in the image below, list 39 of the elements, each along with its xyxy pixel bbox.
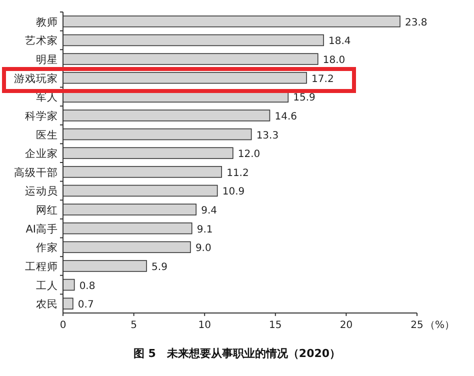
- y-tick-label: 艺术家: [25, 34, 58, 48]
- x-tick-label: 0: [60, 320, 66, 331]
- y-tick-label: 明星: [36, 54, 58, 66]
- data-label: 12.0: [238, 149, 260, 160]
- data-label: 14.6: [274, 111, 297, 122]
- x-tick-label: 15: [269, 320, 282, 331]
- x-tick-label: 25: [410, 320, 424, 331]
- data-label: 9.1: [196, 224, 213, 236]
- data-label: 15.9: [293, 92, 316, 104]
- y-tick-label: 医生: [36, 128, 58, 142]
- data-label: 17.2: [312, 74, 334, 85]
- data-label: 18.0: [322, 55, 346, 66]
- y-tick-label: 工程师: [25, 260, 58, 273]
- y-tick-label: 工人: [36, 280, 58, 292]
- data-label: 5.9: [152, 262, 168, 273]
- y-tick-label: 科学家: [25, 109, 58, 122]
- x-axis-title: （%）: [425, 320, 455, 331]
- x-tick-label: 20: [340, 320, 353, 331]
- data-label: 10.9: [222, 186, 245, 198]
- y-tick-label: AI高手: [26, 222, 58, 236]
- y-tick-label: 游戏玩家: [14, 72, 58, 85]
- y-tick-label: 农民: [36, 298, 58, 311]
- data-label: 9.0: [195, 243, 212, 254]
- y-tick-label: 作家: [35, 241, 58, 254]
- y-tick-label: 企业家: [25, 147, 58, 160]
- data-label: 13.3: [256, 130, 279, 142]
- data-label: 18.4: [328, 36, 351, 48]
- data-label: 11.2: [226, 168, 249, 179]
- y-tick-label: 教师: [36, 16, 58, 28]
- data-label: 0.8: [79, 280, 96, 292]
- y-tick-label: 高级干部: [14, 166, 58, 179]
- y-tick-label: 网红: [36, 204, 58, 217]
- x-tick-label: 10: [198, 320, 211, 331]
- data-label: 23.8: [405, 17, 428, 28]
- caption: 图 5 未来想要从事职业的情况（2020）: [133, 347, 341, 360]
- data-label: 9.4: [201, 206, 218, 217]
- data-label: 0.7: [78, 300, 94, 311]
- y-tick-label: 运动员: [25, 184, 58, 198]
- x-tick-label: 5: [130, 320, 137, 331]
